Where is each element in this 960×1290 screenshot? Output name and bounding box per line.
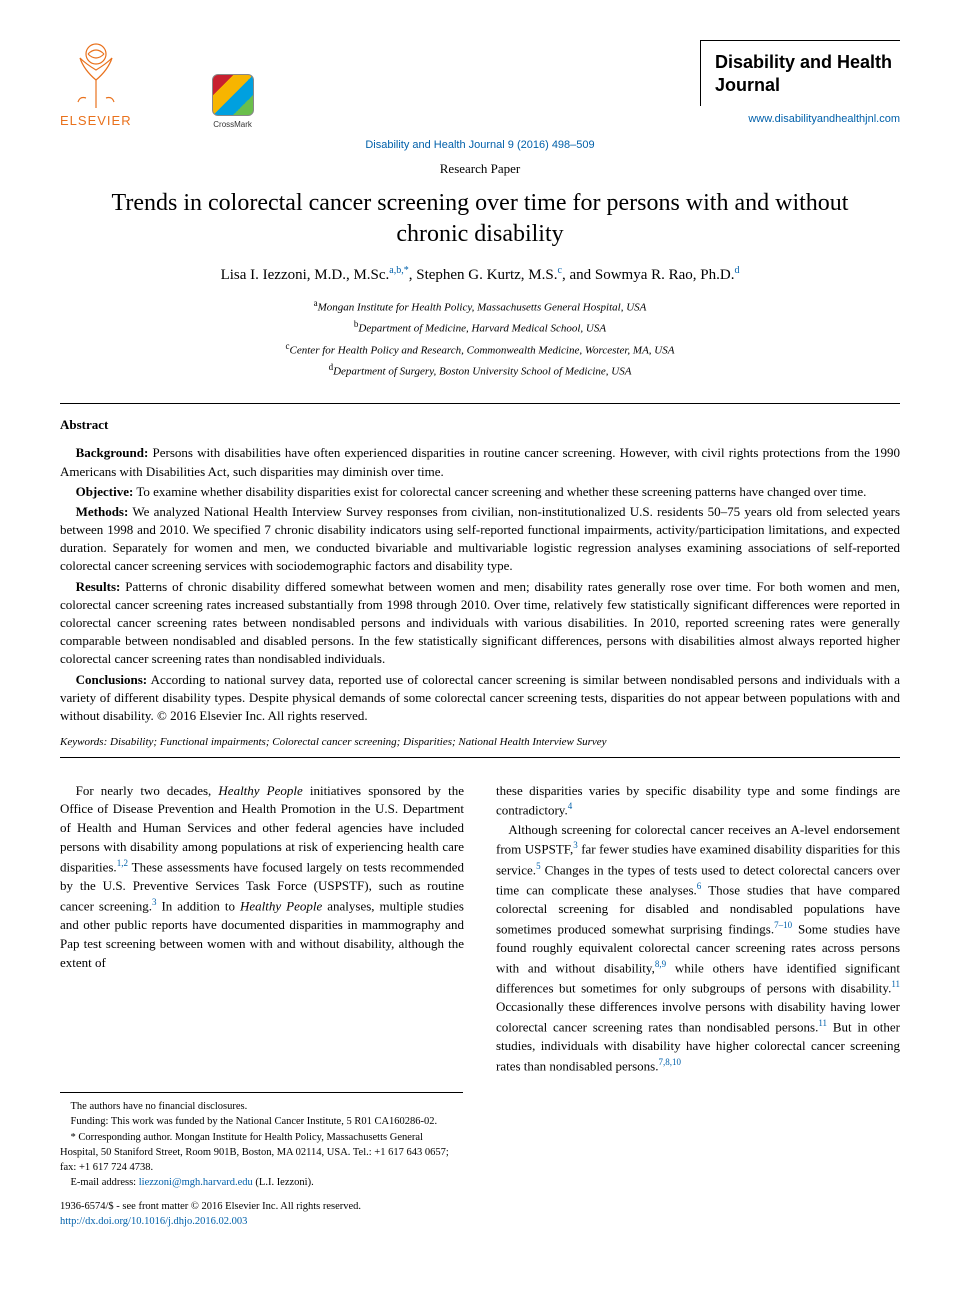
abstract-heading: Abstract (60, 416, 900, 434)
background-text: Persons with disabilities have often exp… (60, 445, 900, 478)
bottom-bar: 1936-6574/$ - see front matter © 2016 El… (60, 1200, 900, 1229)
body-col-right: these disparities varies by specific dis… (496, 782, 900, 1077)
journal-title: Disability and Health Journal (715, 51, 900, 96)
journal-url-link[interactable]: www.disabilityandhealthjnl.com (700, 112, 900, 127)
crossmark-label: CrossMark (213, 119, 252, 130)
methods-label: Methods: (76, 504, 129, 519)
background-label: Background: (76, 445, 149, 460)
authors-line: Lisa I. Iezzoni, M.D., M.Sc.a,b,*, Steph… (60, 264, 900, 286)
body-columns: For nearly two decades, Healthy People i… (60, 782, 900, 1077)
abstract-background: Background: Persons with disabilities ha… (60, 444, 900, 480)
elsevier-tree-icon (66, 40, 126, 110)
footnote-email: E-mail address: liezzoni@mgh.harvard.edu… (60, 1175, 463, 1190)
results-text: Patterns of chronic disability differed … (60, 579, 900, 667)
results-label: Results: (76, 579, 121, 594)
abstract-conclusions: Conclusions: According to national surve… (60, 671, 900, 726)
article-title: Trends in colorectal cancer screening ov… (80, 188, 880, 250)
email-link[interactable]: liezzoni@mgh.harvard.edu (139, 1177, 253, 1188)
crossmark-badge[interactable]: CrossMark (212, 74, 254, 130)
header-row: ELSEVIER CrossMark Disability and Health… (60, 40, 900, 130)
doi-link[interactable]: http://dx.doi.org/10.1016/j.dhjo.2016.02… (60, 1216, 247, 1227)
email-author-name: (L.I. Iezzoni). (255, 1177, 313, 1188)
body-right-para: these disparities varies by specific dis… (496, 782, 900, 1077)
objective-text: To examine whether disability disparitie… (136, 484, 866, 499)
abstract-block: Abstract Background: Persons with disabi… (60, 416, 900, 725)
affiliations-block: aMongan Institute for Health Policy, Mas… (60, 296, 900, 381)
header-left: ELSEVIER CrossMark (60, 40, 254, 130)
keywords-line: Keywords: Disability; Functional impairm… (60, 735, 900, 750)
keywords-text: Disability; Functional impairments; Colo… (110, 736, 607, 748)
journal-title-box: Disability and Health Journal (700, 40, 900, 106)
issn-line: 1936-6574/$ - see front matter © 2016 El… (60, 1200, 900, 1215)
crossmark-icon (212, 74, 254, 116)
footnote-funding: Funding: This work was funded by the Nat… (60, 1114, 463, 1129)
body-left-para: For nearly two decades, Healthy People i… (60, 782, 464, 973)
publisher-name: ELSEVIER (60, 112, 132, 130)
rule-top (60, 403, 900, 404)
objective-label: Objective: (76, 484, 134, 499)
methods-text: We analyzed National Health Interview Su… (60, 504, 900, 574)
paper-page: ELSEVIER CrossMark Disability and Health… (0, 0, 960, 1270)
conclusions-text: According to national survey data, repor… (60, 672, 900, 723)
abstract-methods: Methods: We analyzed National Health Int… (60, 503, 900, 576)
body-col-left: For nearly two decades, Healthy People i… (60, 782, 464, 1077)
abstract-results: Results: Patterns of chronic disability … (60, 578, 900, 669)
issn-block: 1936-6574/$ - see front matter © 2016 El… (60, 1200, 900, 1229)
email-label: E-mail address: (71, 1177, 137, 1188)
paper-type-label: Research Paper (60, 160, 900, 178)
rule-bottom (60, 757, 900, 758)
keywords-label: Keywords: (60, 736, 107, 748)
footnote-disclosures: The authors have no financial disclosure… (60, 1099, 463, 1114)
footnotes-block: The authors have no financial disclosure… (60, 1092, 463, 1190)
publisher-logo: ELSEVIER (60, 40, 132, 130)
conclusions-label: Conclusions: (76, 672, 148, 687)
abstract-objective: Objective: To examine whether disability… (60, 483, 900, 501)
journal-block: Disability and Health Journal www.disabi… (700, 40, 900, 127)
footnote-corresponding: * Corresponding author. Mongan Institute… (60, 1130, 463, 1176)
citation-line: Disability and Health Journal 9 (2016) 4… (60, 138, 900, 153)
